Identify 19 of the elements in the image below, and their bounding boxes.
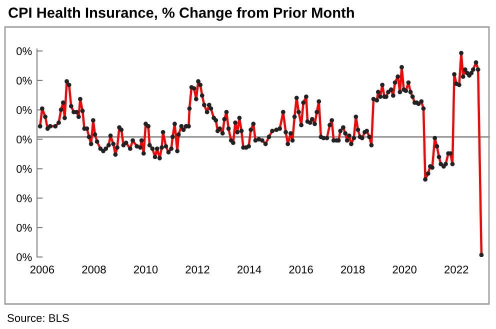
x-tick-label: 2022 [444, 266, 468, 274]
text: 0% [16, 106, 32, 114]
x-tick-label: 2014 [237, 266, 262, 274]
source-note: Source: BLS [8, 314, 69, 322]
text: 0% [16, 76, 32, 85]
x-tick-label: 2010 [134, 266, 158, 274]
x-tick-label: 2006 [30, 266, 54, 274]
x-tick-label: 2016 [289, 266, 313, 274]
x-tick-label: 2008 [82, 266, 106, 274]
chart-title: CPI Health Insurance, % Change from Prior Month [8, 7, 354, 21]
x-tick-label: 2012 [186, 266, 210, 274]
text: 0% [16, 136, 32, 144]
text: 0% [16, 164, 32, 173]
text: 0% [16, 224, 32, 232]
x-tick-label: 2018 [341, 266, 365, 274]
text: 0% [16, 194, 32, 202]
x-tick-label: 2020 [392, 266, 417, 274]
text: 0% [16, 47, 32, 56]
text: 0% [16, 253, 32, 262]
